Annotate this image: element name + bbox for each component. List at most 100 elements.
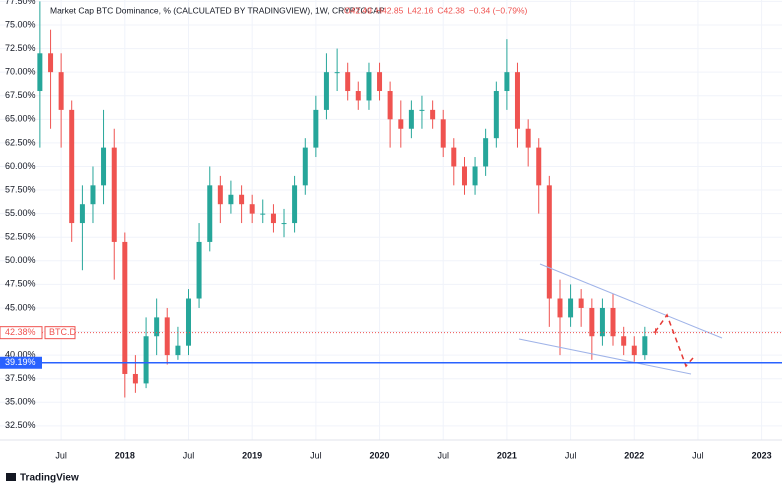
candle-body <box>228 194 234 205</box>
candle-body <box>302 147 308 186</box>
candle-body <box>313 109 319 148</box>
candle-body <box>461 166 467 186</box>
candle-body <box>504 72 510 92</box>
x-tick-label: Jul <box>55 450 67 460</box>
candle-body <box>217 185 223 205</box>
candle-body <box>610 307 616 337</box>
y-tick-label: 37.50% <box>5 373 36 383</box>
candles <box>37 1 659 398</box>
candle-body <box>398 119 404 129</box>
x-tick-label: 2020 <box>370 450 390 460</box>
candle-body <box>355 91 361 101</box>
candle-body <box>345 72 351 92</box>
x-tick-label: Jul <box>437 450 449 460</box>
candle-body <box>599 307 605 337</box>
candle-body <box>546 185 552 299</box>
candle-body <box>79 204 85 224</box>
y-tick-label: 65.00% <box>5 114 36 124</box>
chart-title: Market Cap BTC Dominance, % (CALCULATED … <box>50 5 385 15</box>
brand-name: TradingView <box>20 473 79 484</box>
grid <box>0 0 782 440</box>
candle-body <box>143 336 149 384</box>
candle-body <box>631 345 637 356</box>
candle-body <box>122 241 128 374</box>
y-tick-label: 35.00% <box>5 397 36 407</box>
candle-body <box>387 91 393 120</box>
y-tick-label: 40.00% <box>5 349 36 359</box>
candle-body <box>366 72 372 101</box>
ohlc-value: H42.85 <box>376 5 404 15</box>
candle-body <box>207 185 213 242</box>
y-tick-label: 70.00% <box>5 67 36 77</box>
level-label-bg <box>0 356 42 369</box>
symbol-label: BTC.D <box>49 327 77 337</box>
x-tick-label: 2019 <box>242 450 262 460</box>
candle-body <box>430 109 436 120</box>
candle-body <box>557 298 563 318</box>
x-tick-label: Jul <box>183 450 195 460</box>
candle-body <box>334 72 340 74</box>
price-label-bg <box>0 326 43 340</box>
y-tick-label: 57.50% <box>5 184 36 194</box>
candle-body <box>408 109 414 129</box>
ohlc-legend: O42.49 H42.85 L42.16 C42.38 −0.34 (−0.79%) <box>344 5 527 15</box>
candle-body <box>185 298 191 346</box>
candle-body <box>292 185 298 224</box>
ohlc-value: −0.34 (−0.79%) <box>469 5 528 15</box>
candle-body <box>249 204 255 214</box>
symbol-label-bg <box>44 326 76 340</box>
x-tick-label: 2022 <box>624 450 644 460</box>
candle-body <box>164 317 170 356</box>
brand: TradingView <box>6 473 79 484</box>
candle-body <box>37 53 43 92</box>
candle-body <box>323 72 329 110</box>
candle-body <box>111 147 117 242</box>
candle-body <box>483 138 489 167</box>
candle-body <box>568 298 574 318</box>
candle-body <box>58 72 64 110</box>
candle-body <box>239 194 245 205</box>
trend-line-lower <box>518 338 692 375</box>
candle-body <box>472 166 478 186</box>
candle-body <box>101 147 107 186</box>
y-tick-label: 32.50% <box>5 420 36 430</box>
candle-body <box>514 72 520 129</box>
candle-body <box>419 109 425 111</box>
candle-body <box>440 119 446 148</box>
candle-body <box>451 147 457 167</box>
x-tick-label: 2023 <box>752 450 772 460</box>
level-label: 39.19% <box>5 357 36 367</box>
y-tick-label: 50.00% <box>5 255 36 265</box>
candle-body <box>154 317 160 337</box>
y-tick-label: 72.50% <box>5 43 36 53</box>
candle-body <box>196 241 202 299</box>
ohlc-value: L42.16 <box>407 5 433 15</box>
candle-body <box>493 91 499 139</box>
candle-body <box>642 336 648 356</box>
drawings <box>518 263 723 375</box>
y-tick-label: 75.00% <box>5 19 36 29</box>
candle-body <box>260 213 266 215</box>
projection <box>654 313 694 368</box>
candle-body <box>69 109 75 224</box>
x-tick-label: 2021 <box>497 450 517 460</box>
candle-body <box>525 128 531 148</box>
x-tick-label: Jul <box>565 450 577 460</box>
y-tick-label: 77.50% <box>5 0 36 6</box>
y-tick-label: 67.50% <box>5 90 36 100</box>
candle-body <box>175 345 181 356</box>
y-tick-label: 62.50% <box>5 137 36 147</box>
overlay: 32.50%35.00%37.50%40.00%42.50%45.00%47.5… <box>0 0 782 430</box>
x-tick-label: Jul <box>310 450 322 460</box>
candle-body <box>48 53 54 73</box>
candle-body <box>578 298 584 308</box>
candle-body <box>621 336 627 346</box>
candle-body <box>377 72 383 92</box>
x-tick-label: 2018 <box>115 450 135 460</box>
y-tick-label: 47.50% <box>5 279 36 289</box>
trend-line-upper <box>539 263 723 339</box>
candle-body <box>90 185 96 205</box>
y-tick-label: 60.00% <box>5 161 36 171</box>
candle-body <box>270 213 276 224</box>
